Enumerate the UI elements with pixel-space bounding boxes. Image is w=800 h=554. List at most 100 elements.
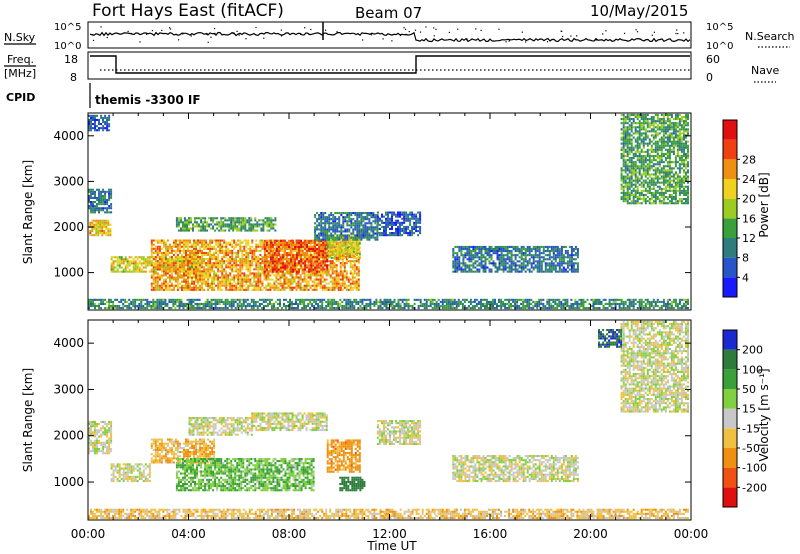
heatmap-cell: [195, 268, 197, 271]
heatmap-cell: [352, 244, 355, 247]
heatmap-cell: [490, 248, 493, 251]
heatmap-cell: [213, 274, 216, 277]
heatmap-cell: [102, 207, 105, 210]
heatmap-cell: [383, 225, 385, 228]
heatmap-cell: [622, 185, 625, 188]
heatmap-cell: [199, 270, 202, 273]
heatmap-cell: [283, 272, 286, 275]
heatmap-cell: [638, 126, 641, 129]
heatmap-cell: [419, 211, 422, 214]
heatmap-cell: [337, 278, 340, 281]
nsearch-point: [419, 31, 422, 33]
heatmap-cell: [265, 253, 268, 256]
heatmap-cell: [496, 252, 499, 255]
heatmap-cell: [224, 225, 227, 228]
heatmap-cell: [309, 258, 312, 261]
heatmap-cell: [189, 241, 191, 244]
heatmap-cell: [329, 286, 332, 289]
heatmap-cell: [351, 264, 354, 267]
heatmap-cell: [328, 214, 331, 217]
heatmap-cell: [339, 253, 342, 256]
heatmap-cell: [466, 245, 469, 248]
heatmap-cell: [287, 268, 290, 271]
heatmap-cell: [306, 260, 309, 263]
heatmap-cell: [166, 284, 169, 287]
heatmap-cell: [417, 221, 420, 224]
heatmap-cell: [480, 256, 483, 259]
heatmap-cell: [538, 252, 541, 255]
heatmap-cell: [634, 183, 637, 186]
heatmap-cell: [335, 276, 338, 279]
heatmap-cell: [235, 274, 238, 277]
heatmap-cell: [296, 268, 298, 271]
heatmap-cell: [181, 286, 183, 289]
heatmap-cell: [319, 266, 322, 269]
heatmap-cell: [558, 270, 561, 273]
heatmap-cell: [203, 270, 206, 273]
heatmap-cell: [225, 266, 228, 269]
heatmap-cell: [306, 239, 309, 242]
heatmap-cell: [253, 284, 256, 287]
heatmap-cell: [267, 272, 270, 275]
heatmap-cell: [275, 288, 278, 291]
heatmap-cell: [378, 223, 381, 226]
heatmap-cell: [620, 191, 623, 194]
heatmap-cell: [648, 175, 651, 178]
heatmap-cell: [498, 248, 501, 251]
heatmap-cell: [191, 280, 193, 283]
heatmap-cell: [357, 258, 360, 261]
heatmap-cell: [238, 223, 241, 226]
heatmap-cell: [152, 268, 155, 271]
heatmap-cell: [209, 260, 212, 263]
heatmap-cell: [370, 222, 373, 225]
heatmap-cell: [164, 272, 167, 275]
heatmap-cell: [520, 252, 523, 255]
heatmap-cell: [340, 242, 343, 245]
heatmap-cell: [357, 274, 360, 277]
heatmap-cell: [95, 221, 98, 224]
heatmap-cell: [116, 268, 119, 271]
heatmap-cell: [320, 230, 323, 233]
heatmap-cell: [564, 268, 567, 271]
heatmap-cell: [336, 228, 339, 231]
heatmap-cell: [253, 286, 256, 289]
heatmap-cell: [191, 249, 193, 252]
heatmap-cell: [632, 152, 635, 155]
heatmap-cell: [290, 256, 292, 259]
heatmap-cell: [321, 286, 324, 289]
heatmap-cell: [261, 241, 264, 244]
heatmap-cell: [150, 241, 153, 244]
heatmap-cell: [360, 228, 363, 231]
heatmap-cell: [227, 280, 230, 283]
heatmap-cell: [532, 260, 535, 263]
heatmap-cell: [399, 211, 401, 214]
heatmap-cell: [227, 264, 230, 267]
heatmap-cell: [282, 250, 284, 253]
heatmap-cell: [154, 270, 157, 273]
heatmap-cell: [97, 221, 100, 224]
heatmap-cell: [287, 266, 290, 269]
heatmap-cell: [225, 243, 228, 246]
heatmap-cell: [622, 169, 625, 172]
heatmap-cell: [191, 276, 193, 279]
heatmap-cell: [648, 173, 651, 176]
heatmap-cell: [353, 276, 356, 279]
heatmap-cell: [342, 236, 345, 239]
heatmap-cell: [193, 253, 195, 256]
heatmap-cell: [632, 189, 635, 192]
heatmap-cell: [176, 268, 179, 271]
heatmap-cell: [216, 221, 219, 224]
heatmap-cell: [201, 266, 204, 269]
heatmap-cell: [391, 225, 393, 228]
heatmap-cell: [348, 252, 351, 255]
heatmap-cell: [354, 252, 357, 255]
heatmap-cell: [103, 221, 106, 224]
heatmap-cell: [524, 250, 527, 253]
heatmap-cell: [267, 252, 270, 255]
heatmap-cell: [138, 262, 141, 265]
heatmap-cell: [324, 252, 327, 255]
heatmap-cell: [484, 264, 487, 267]
heatmap-cell: [193, 258, 195, 261]
heatmap-cell: [174, 256, 177, 259]
heatmap-cell: [520, 256, 523, 259]
